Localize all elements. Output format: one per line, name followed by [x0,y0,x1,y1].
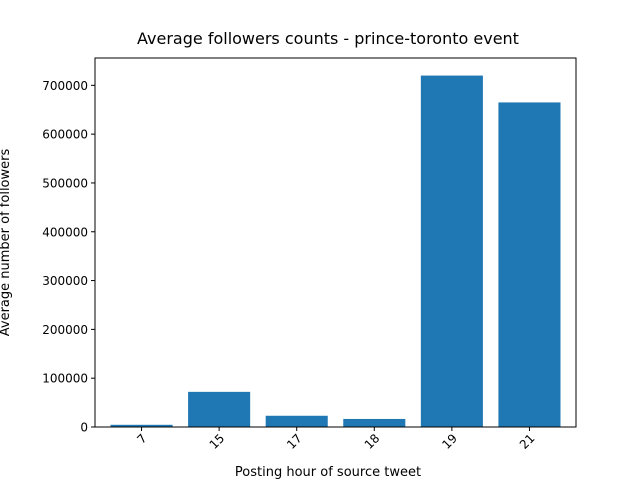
y-tick-label: 700000 [42,79,88,93]
bars-layer [110,75,561,428]
y-tick-label: 400000 [42,225,88,239]
y-tick-label: 600000 [42,128,88,142]
chart-title: Average followers counts - prince-toront… [137,29,519,48]
bar-15 [188,391,251,427]
bar-18 [343,418,406,427]
bar-7 [110,424,173,427]
y-tick-label: 300000 [42,274,88,288]
y-tick-label: 0 [80,421,88,435]
y-tick-label: 500000 [42,176,88,190]
bar-21 [498,102,561,428]
plot-frame [94,57,577,428]
y-tick-label: 100000 [42,372,88,386]
x-axis-label: Posting hour of source tweet [235,465,421,480]
y-axis: 0 100000 200000 300000 400000 500000 600000 700… [42,79,95,435]
y-axis-label: Average number of followers [0,149,13,337]
bar-17 [265,415,328,427]
y-tick-label: 200000 [42,323,88,337]
bar-19 [420,75,483,427]
